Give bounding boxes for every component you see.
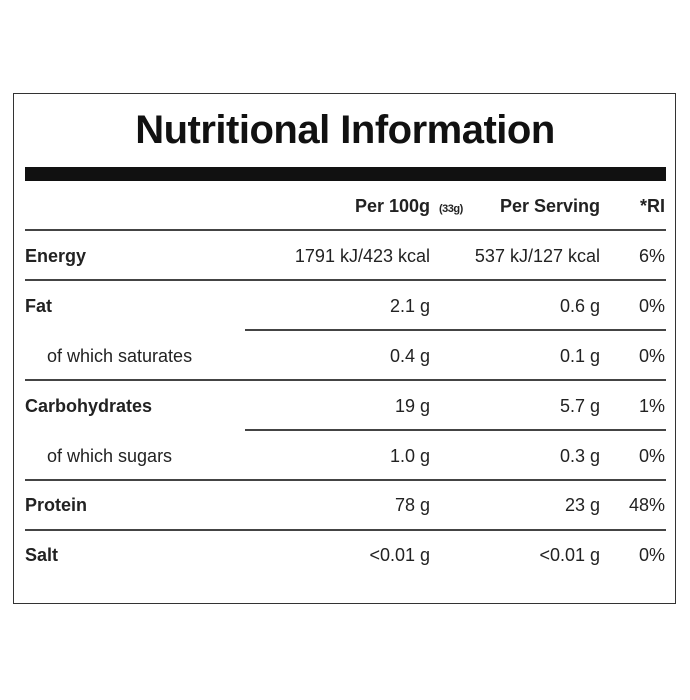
column-header: Per Serving [499, 196, 600, 216]
value-cell: <0.01 g [539, 545, 600, 565]
nutrient: Energy [25, 246, 87, 266]
value-cell: 78 g [394, 495, 430, 515]
value-cell: 0% [638, 296, 665, 316]
value-cell: 1.0 g [389, 446, 430, 466]
value-cell: 23 g [564, 495, 600, 515]
value-cell: 0% [638, 346, 665, 366]
row-rule [25, 379, 666, 381]
value-cell: 0.3 g [559, 446, 600, 466]
row-rule [245, 429, 666, 431]
value-cell: 0% [638, 545, 665, 565]
nutrient: Carbohydrates [25, 396, 153, 416]
value-cell: 537 kJ/127 kcal [474, 246, 600, 266]
label-frame [13, 93, 676, 604]
value-cell: 2.1 g [389, 296, 430, 316]
nutrient: Protein [25, 495, 88, 515]
value-cell: 0.1 g [559, 346, 600, 366]
value-cell: 48% [628, 495, 665, 515]
value-cell: 5.7 g [559, 396, 600, 416]
value-cell: 6% [638, 246, 665, 266]
row-rule [245, 329, 666, 331]
title-bar [25, 167, 666, 181]
value-cell: 19 g [394, 396, 430, 416]
row-rule [25, 479, 666, 481]
value-cell: 1% [638, 396, 665, 416]
column-header: *RI [639, 196, 665, 216]
value-cell: 0% [638, 446, 665, 466]
value-cell: 0.6 g [559, 296, 600, 316]
nutrient: Salt [25, 545, 59, 565]
value-cell: 0.4 g [389, 346, 430, 366]
row-rule [25, 279, 666, 281]
serving-size: (33g) [439, 203, 463, 215]
sub-nutrient: of which saturates [47, 346, 193, 366]
title: Nutritional Information [135, 108, 555, 152]
sub-nutrient: of which sugars [47, 446, 173, 466]
row-rule [25, 529, 666, 531]
value-cell: <0.01 g [369, 545, 430, 565]
row-rule [25, 229, 666, 231]
column-header: Per 100g [354, 196, 430, 216]
value-cell: 1791 kJ/423 kcal [294, 246, 430, 266]
nutrient: Fat [25, 296, 52, 316]
